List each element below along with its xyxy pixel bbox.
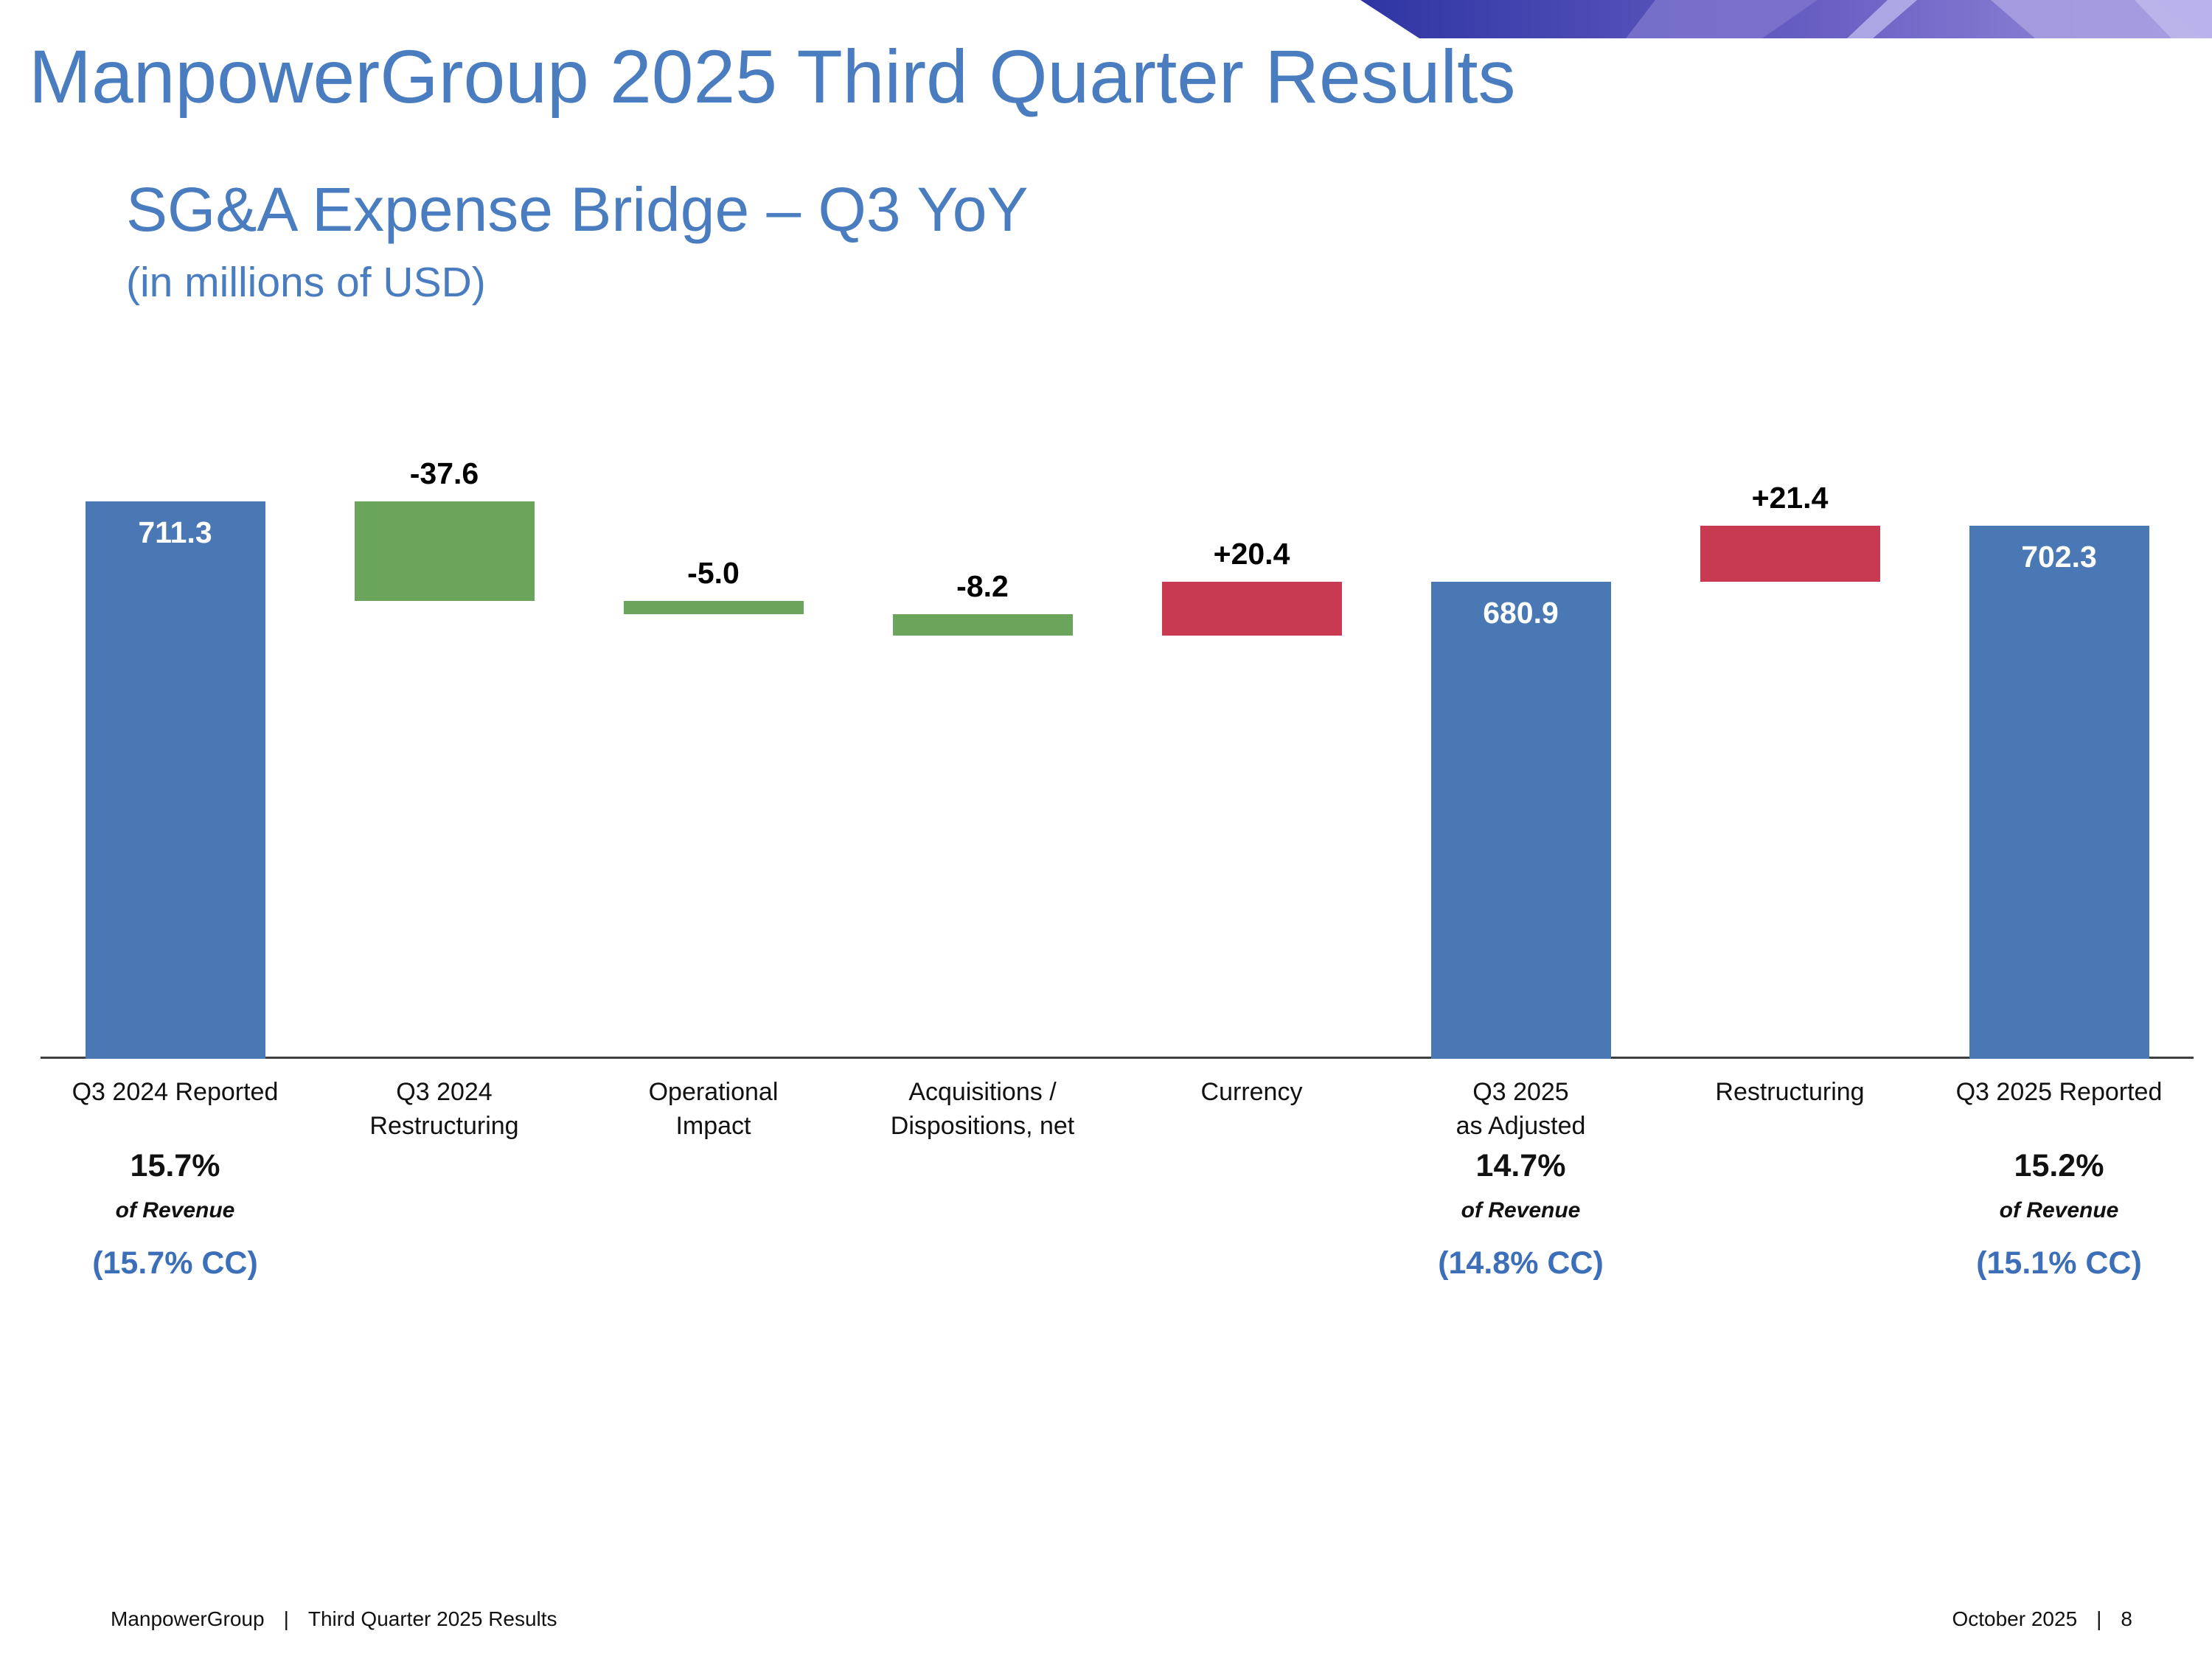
waterfall-bar-1 xyxy=(354,501,535,601)
banner-graphic-icon xyxy=(1360,0,2212,38)
footer-right: October 2025 | 8 xyxy=(1952,1607,2132,1631)
category-label-3: Acquisitions / Dispositions, net xyxy=(890,1078,1075,1140)
constant-currency-label-5: (14.8% CC) xyxy=(1438,1245,1604,1281)
category-label-7: Q3 2025 Reported xyxy=(1955,1078,2163,1106)
footer-brand: ManpowerGroup xyxy=(111,1607,265,1630)
pct-of-revenue-7: 15.2% xyxy=(2014,1148,2104,1183)
waterfall-bar-6 xyxy=(1700,525,1880,582)
pct-sub-label-7: of Revenue xyxy=(1999,1198,2119,1222)
bar-value-label-0: 711.3 xyxy=(138,515,212,550)
pct-of-revenue-0: 15.7% xyxy=(130,1148,220,1183)
pct-sub-label-0: of Revenue xyxy=(115,1198,235,1222)
bar-value-label-1: -37.6 xyxy=(409,456,479,491)
constant-currency-label-0: (15.7% CC) xyxy=(92,1245,258,1281)
bar-value-label-4: +20.4 xyxy=(1213,537,1290,571)
bar-value-label-2: -5.0 xyxy=(687,555,740,590)
footer-separator-right: | xyxy=(2096,1607,2102,1630)
category-label-2: Operational Impact xyxy=(648,1078,779,1140)
waterfall-bar-7 xyxy=(1969,525,2149,1059)
waterfall-bar-4 xyxy=(1161,582,1342,636)
waterfall-labels: Q3 2024 Reported 15.7% of Revenue (15.7% CC… xyxy=(41,1061,2194,1400)
bar-value-label-7: 702.3 xyxy=(2021,539,2097,574)
category-label-4: Currency xyxy=(1200,1078,1303,1106)
waterfall-bar-0 xyxy=(85,501,265,1059)
category-label-1: Q3 2024 Restructuring xyxy=(369,1078,519,1140)
pct-of-revenue-5: 14.7% xyxy=(1475,1148,1566,1183)
footer-deck-title: Third Quarter 2025 Results xyxy=(307,1607,557,1630)
bar-value-label-6: +21.4 xyxy=(1751,480,1829,515)
waterfall-bar-3 xyxy=(892,613,1073,636)
footer-page-number: 8 xyxy=(2121,1607,2132,1630)
chart-title: SG&A Expense Bridge – Q3 YoY xyxy=(126,175,1029,244)
bar-value-label-5: 680.9 xyxy=(1483,596,1559,630)
chart-subtitle: (in millions of USD) xyxy=(126,259,486,306)
top-banner xyxy=(0,0,2212,38)
category-label-5: Q3 2025 as Adjusted xyxy=(1455,1078,1586,1140)
waterfall-bar-5 xyxy=(1430,582,1611,1059)
bar-value-label-3: -8.2 xyxy=(956,568,1009,603)
footer-left: ManpowerGroup | Third Quarter 2025 Results xyxy=(111,1607,557,1631)
constant-currency-label-7: (15.1% CC) xyxy=(1976,1245,2142,1281)
category-label-0: Q3 2024 Reported xyxy=(72,1078,279,1106)
footer-separator: | xyxy=(283,1607,289,1630)
pct-sub-label-5: of Revenue xyxy=(1461,1198,1581,1222)
waterfall-bar-2 xyxy=(623,600,804,614)
footer-date: October 2025 xyxy=(1952,1607,2078,1630)
category-label-6: Restructuring xyxy=(1715,1078,1865,1106)
page-title: ManpowerGroup 2025 Third Quarter Results xyxy=(29,35,1516,119)
waterfall-plot: 711.3 -37.6 -5.0 -8.2 +20.4 680.9 +21.4 702.3 xyxy=(41,413,2194,1059)
